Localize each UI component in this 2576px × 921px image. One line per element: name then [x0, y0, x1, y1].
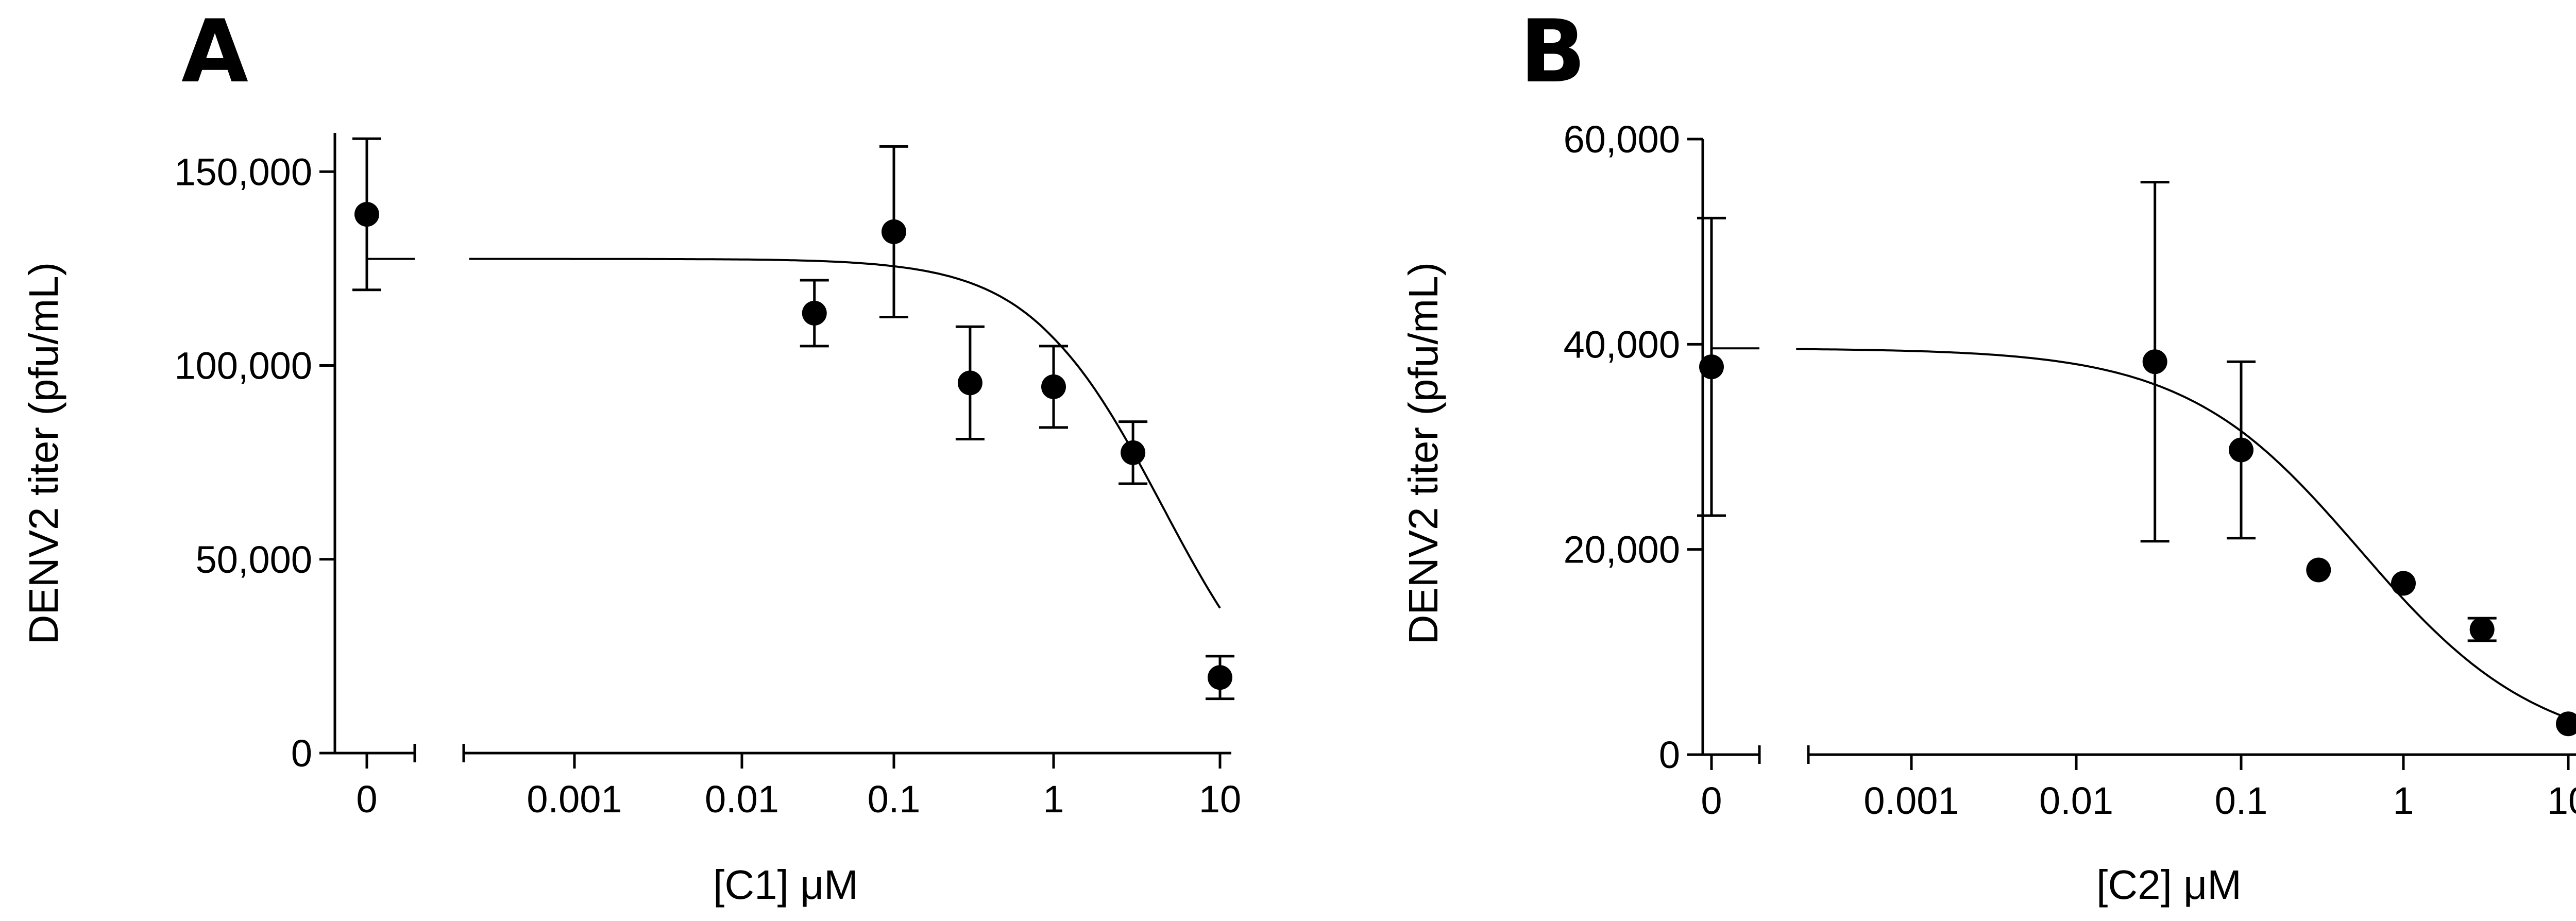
x-tick-label: 0.01	[2039, 779, 2113, 822]
x-axis-title: [C1] μM	[713, 862, 858, 908]
chart-panel-a: A 0 50,000 100,000 150,000 DENV2 titer (pfu/m…	[21, 1, 1241, 908]
data-point	[2391, 571, 2416, 596]
x-tick-label: 1	[2393, 779, 2414, 822]
data-point	[2306, 557, 2331, 583]
panel-letter: A	[181, 1, 248, 102]
y-tick-label: 0	[1659, 734, 1680, 776]
data-point	[2469, 617, 2495, 642]
x-tick-label-zero: 0	[1701, 779, 1722, 822]
panel-letter: B	[1520, 1, 1586, 102]
x-tick-label: 0.001	[527, 778, 622, 821]
y-tick-label: 50,000	[196, 538, 312, 581]
data-point	[882, 219, 906, 244]
fit-curve	[1796, 348, 2569, 720]
x-tick-label: 0.1	[868, 778, 921, 821]
x-tick-label: 0.1	[2215, 779, 2268, 822]
data-point	[2142, 349, 2167, 374]
y-tick-label: 150,000	[175, 150, 313, 193]
x-axis-title: [C2] μM	[2096, 862, 2242, 908]
data-point	[1208, 665, 1232, 690]
x-tick-label: 1	[1043, 778, 1064, 821]
data-point	[354, 202, 379, 227]
data-point	[802, 300, 827, 326]
y-tick-label: 20,000	[1564, 528, 1680, 571]
data-point	[2229, 437, 2253, 463]
x-tick-label: 10	[2547, 779, 2576, 822]
y-tick-label: 40,000	[1564, 323, 1680, 366]
chart-panel-b: B 0 20,000 40,000 60,000 DENV2 titer (pfu/mL)…	[1400, 1, 2576, 908]
y-axis-title: DENV2 titer (pfu/mL)	[1400, 262, 1446, 644]
x-tick-label: 10	[1199, 778, 1241, 821]
x-tick-label: 0.01	[705, 778, 779, 821]
data-point	[1699, 354, 1724, 380]
y-axis-title: DENV2 titer (pfu/mL)	[21, 262, 66, 644]
data-point	[2556, 711, 2576, 737]
fit-curve	[469, 258, 1221, 609]
y-tick-label: 100,000	[175, 345, 313, 387]
y-tick-label: 60,000	[1564, 118, 1680, 161]
data-point	[957, 370, 982, 396]
x-tick-label: 0.001	[1863, 779, 1959, 822]
data-point	[1121, 440, 1146, 465]
data-point	[1041, 374, 1066, 399]
x-tick-label-zero: 0	[356, 778, 377, 821]
y-tick-label: 0	[291, 732, 312, 775]
